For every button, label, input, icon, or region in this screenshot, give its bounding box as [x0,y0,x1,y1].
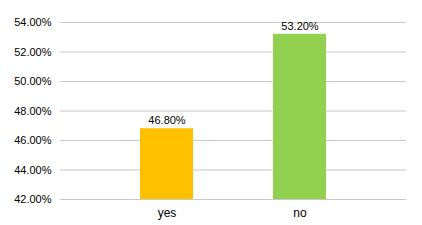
svg-text:44.00%: 44.00% [14,164,52,176]
svg-text:54.00%: 54.00% [14,16,52,28]
svg-text:53.20%: 53.20% [281,20,319,32]
svg-text:46.80%: 46.80% [148,114,186,126]
svg-text:50.00%: 50.00% [14,75,52,87]
svg-text:48.00%: 48.00% [14,105,52,117]
svg-text:46.00%: 46.00% [14,134,52,146]
svg-text:42.00%: 42.00% [14,193,52,205]
svg-text:52.00%: 52.00% [14,46,52,58]
svg-text:no: no [293,206,307,220]
svg-text:yes: yes [158,206,177,220]
